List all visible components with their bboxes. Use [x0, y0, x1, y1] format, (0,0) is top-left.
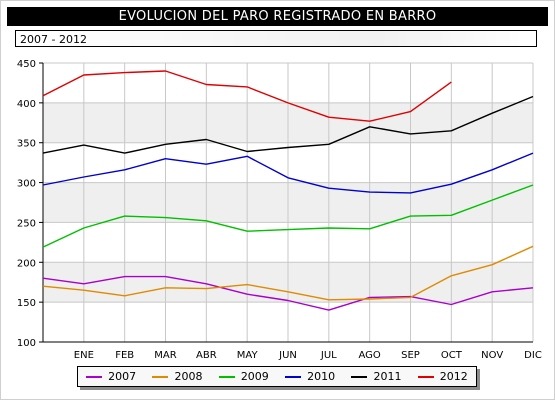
x-tick-label: OCT	[441, 350, 463, 361]
y-tick-label: 350	[17, 139, 36, 150]
x-tick-label: DIC	[524, 350, 542, 361]
legend-label: 2009	[240, 370, 269, 383]
legend-item-2012: 2012	[417, 370, 468, 383]
chart-legend: 2007 2008 2009 2010 2011 2012	[77, 366, 477, 387]
legend-item-2011: 2011	[351, 370, 401, 383]
x-tick-label: MAY	[237, 350, 259, 361]
series-line-2007	[42, 275, 534, 311]
series-line-2012	[42, 70, 452, 122]
legend-label: 2008	[174, 370, 203, 383]
y-tick-label: 150	[17, 298, 36, 309]
legend-swatch	[351, 375, 368, 378]
legend-label: 2011	[373, 370, 402, 383]
x-tick-label: MAR	[154, 350, 176, 361]
x-tick-label: ENE	[74, 350, 94, 361]
y-tick-label: 300	[17, 179, 36, 190]
legend-label: 2012	[439, 370, 468, 383]
chart-title: EVOLUCION DEL PARO REGISTRADO EN BARRO	[7, 7, 548, 26]
y-tick-label: 400	[17, 99, 36, 110]
legend-swatch	[417, 375, 434, 378]
x-tick-label: JUL	[320, 350, 337, 361]
legend-swatch	[86, 375, 103, 378]
legend-swatch	[285, 375, 302, 378]
x-tick-label: ABR	[196, 350, 217, 361]
series-line-2009	[42, 184, 534, 248]
x-tick-label: AGO	[359, 350, 381, 361]
y-tick-label: 100	[17, 338, 36, 349]
legend-label: 2007	[108, 370, 137, 383]
x-tick-label: NOV	[481, 350, 503, 361]
series-line-2010	[42, 152, 534, 194]
legend-item-2008: 2008	[152, 370, 202, 383]
legend-swatch	[218, 375, 235, 378]
legend-item-2010: 2010	[285, 370, 335, 383]
legend-swatch	[152, 375, 169, 378]
x-tick-label: JUN	[278, 350, 297, 361]
x-tick-label: SEP	[401, 350, 420, 361]
series-line-2008	[42, 245, 534, 301]
y-tick-label: 250	[17, 218, 36, 229]
chart-subtitle: 2007 - 2012	[15, 30, 537, 47]
series-line-2011	[42, 95, 534, 154]
legend-label: 2010	[307, 370, 336, 383]
legend-item-2009: 2009	[218, 370, 269, 383]
y-tick-label: 450	[17, 59, 36, 70]
y-tick-label: 200	[17, 258, 36, 269]
legend-item-2007: 2007	[86, 370, 136, 383]
x-tick-label: FEB	[115, 350, 134, 361]
